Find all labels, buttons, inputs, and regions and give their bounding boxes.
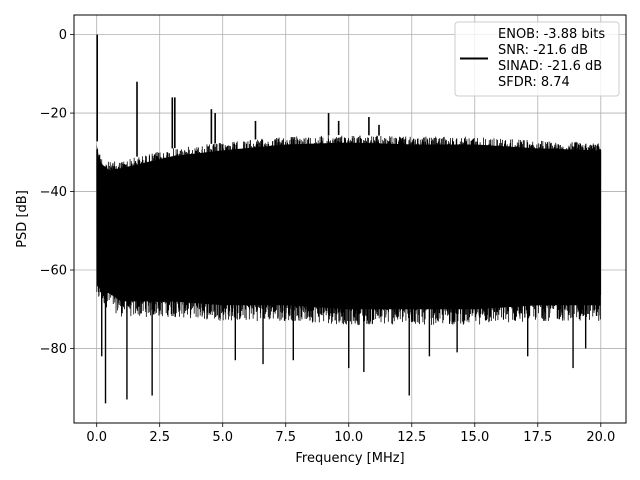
y-axis-ticks: 0 −20 −40 −60 −80 [40,28,74,357]
x-tick-label: 10.0 [334,430,363,445]
x-axis-ticks: 0.0 2.5 5.0 7.5 10.0 12.5 15.0 17.5 20.0 [86,423,615,445]
x-tick-label: 5.0 [212,430,233,445]
x-axis-label: Frequency [MHz] [295,451,404,466]
y-axis-label: PSD [dB] [15,190,30,248]
x-tick-label: 17.5 [523,430,552,445]
psd-noise-band [96,142,601,310]
x-tick-label: 12.5 [397,430,426,445]
legend-entry-snr: SNR: -21.6 dB [498,43,588,58]
legend-entry-sfdr: SFDR: 8.74 [498,75,570,90]
x-tick-label: 0.0 [86,430,107,445]
y-tick-label: 0 [59,28,67,43]
legend: ENOB: -3.88 bits SNR: -21.6 dB SINAD: -2… [454,21,620,97]
plot-frame [73,14,627,424]
legend-entry-enob: ENOB: -3.88 bits [498,27,605,42]
y-tick-label: −20 [40,107,67,122]
plot-data [96,34,602,404]
y-tick-label: −60 [40,264,67,279]
x-tick-label: 15.0 [460,430,489,445]
x-tick-label: 2.5 [149,430,170,445]
y-tick-label: −40 [40,185,67,200]
legend-entry-sinad: SINAD: -21.6 dB [498,59,602,74]
legend-box [454,21,620,97]
y-tick-label: −80 [40,342,67,357]
x-tick-label: 20.0 [586,430,615,445]
x-tick-label: 7.5 [275,430,296,445]
